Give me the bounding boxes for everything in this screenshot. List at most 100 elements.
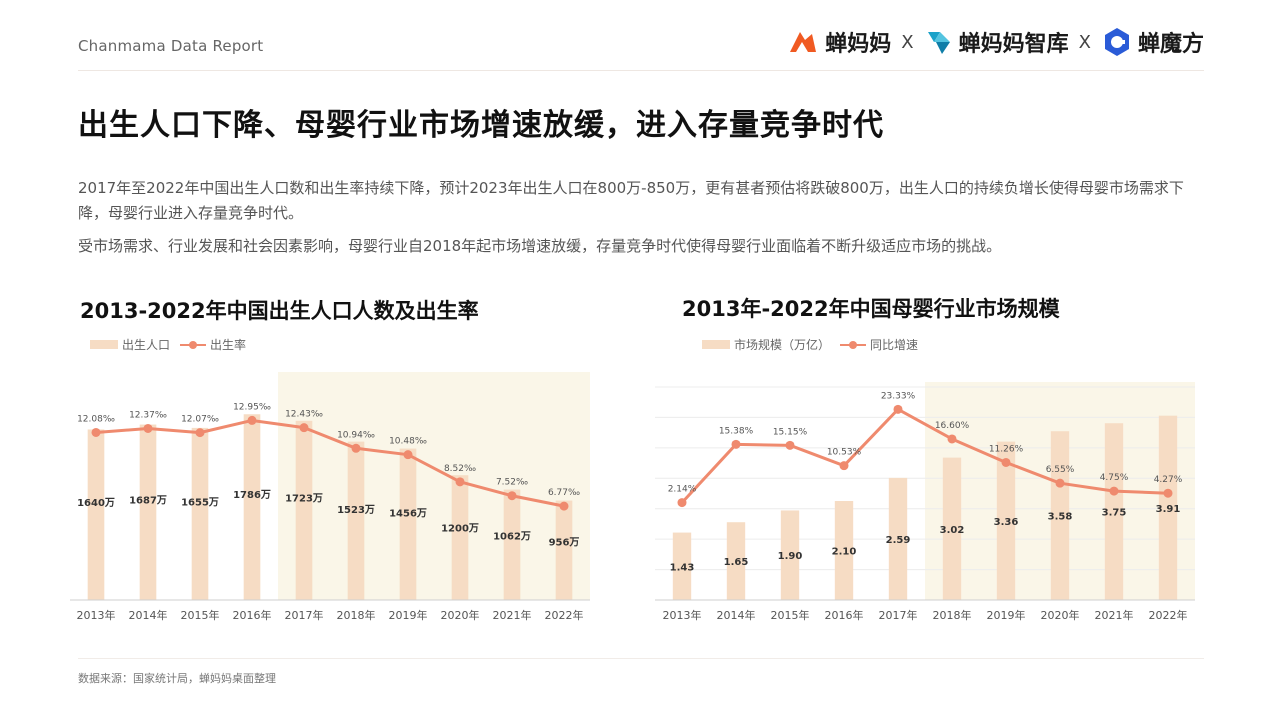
x-tick-label: 2014年: [129, 608, 168, 622]
highlight-band: [278, 372, 590, 600]
header-divider: [78, 70, 1204, 71]
line-point: [455, 477, 465, 487]
line-data-label: 10.53%: [827, 448, 862, 458]
x-tick-label: 2016年: [825, 608, 864, 622]
legend-label-market-size: 市场规模（万亿）: [734, 338, 831, 352]
x-tick-label: 2013年: [663, 608, 702, 622]
bar-data-label: 3.75: [1102, 508, 1127, 519]
line-data-label: 4.75%: [1100, 473, 1129, 483]
line-point: [1109, 486, 1119, 496]
bar: [672, 532, 692, 600]
line-data-label: 11.26%: [989, 444, 1024, 454]
line-point: [91, 427, 101, 437]
chanmama-zhiku-logo-icon: [927, 32, 950, 54]
x-tick-label: 2016年: [233, 608, 272, 622]
logo-label-3: 蝉魔方: [1137, 32, 1204, 57]
legend-bar-swatch: [702, 340, 730, 349]
bar: [1050, 431, 1070, 600]
chanmofang-logo-icon: [1104, 28, 1129, 56]
legend-label-births: 出生人口: [122, 338, 171, 352]
x-tick-label: 2018年: [337, 608, 376, 622]
line-point: [143, 423, 153, 433]
x-tick-label: 2019年: [987, 608, 1026, 622]
bar: [942, 457, 962, 600]
legend-line-swatch: [840, 340, 867, 350]
line-data-label: 12.95‰: [233, 402, 271, 412]
bar: [780, 510, 800, 600]
legend-item-market-size: 市场规模（万亿）: [702, 336, 830, 353]
legend-label-birth-rate: 出生率: [210, 338, 247, 352]
bar: [243, 414, 261, 600]
line-data-label: 12.07‰: [181, 415, 219, 425]
bar-data-label: 1687万: [129, 495, 167, 507]
line-data-label: 6.55%: [1046, 465, 1075, 475]
line-point: [785, 440, 795, 450]
bar-data-label: 1.65: [724, 557, 749, 568]
x-tick-label: 2020年: [441, 608, 480, 622]
x-tick-label: 2019年: [389, 608, 428, 622]
line-data-label: 12.08‰: [77, 414, 115, 424]
bar: [1158, 415, 1178, 600]
bar: [726, 522, 746, 600]
legend-label-growth: 同比增速: [870, 338, 919, 352]
x-tick-label: 2021年: [1095, 608, 1134, 622]
line-point: [507, 491, 517, 501]
line-point: [1001, 457, 1011, 467]
bar-data-label: 1640万: [77, 497, 115, 509]
line-data-label: 2.14%: [668, 485, 697, 495]
summary-paragraph-1: 2017年至2022年中国出生人口数和出生率持续下降，预计2023年出生人口在8…: [78, 179, 1184, 222]
legend-item-growth: 同比增速: [840, 336, 918, 353]
bar-data-label: 1.43: [670, 562, 695, 573]
bar: [996, 441, 1016, 600]
line-point: [299, 423, 309, 433]
line-point: [677, 498, 687, 508]
x-tick-label: 2017年: [879, 608, 918, 622]
x-tick-label: 2015年: [181, 608, 220, 622]
partner-logos: 蝉妈妈 X 蝉妈妈智库 X 蝉魔方: [786, 22, 1204, 62]
chart-1-legend: 出生人口 出生率: [90, 336, 256, 353]
x-tick-label: 2015年: [771, 608, 810, 622]
line-point: [893, 404, 903, 414]
line-data-label: 6.77‰: [548, 488, 580, 498]
line-point: [559, 501, 569, 511]
data-source: 数据来源：国家统计局，蝉妈妈桌面整理: [78, 672, 276, 685]
bar-data-label: 1523万: [337, 504, 375, 516]
bar-data-label: 1.90: [778, 551, 803, 562]
summary-paragraph-2: 受市场需求、行业发展和社会因素影响，母婴行业自2018年起市场增速放缓，存量竞争…: [78, 237, 1002, 255]
line-data-label: 16.60%: [935, 421, 970, 431]
bar-data-label: 3.91: [1156, 504, 1181, 515]
bar: [191, 427, 209, 600]
legend-bar-swatch: [90, 340, 118, 349]
bar: [503, 489, 521, 600]
bar-data-label: 2.10: [832, 547, 857, 558]
series-line: [95, 418, 565, 508]
bar: [834, 501, 854, 600]
line-point: [247, 415, 257, 425]
bar-data-label: 1062万: [493, 530, 531, 542]
birth-population-chart: 1640万 1687万 1655万 1786万 1723万 1523万 1456万 1200万…: [70, 372, 590, 622]
x-tick-label: 2021年: [493, 608, 532, 622]
logo-separator-1: X: [901, 31, 914, 53]
line-point: [1163, 488, 1173, 498]
logo-separator-2: X: [1078, 31, 1091, 53]
chart-2-title: 2013年-2022年中国母婴行业市场规模: [682, 297, 1060, 321]
line-point: [351, 443, 361, 453]
brand-tag: Chanmama Data Report: [78, 37, 264, 55]
line-point: [839, 461, 849, 471]
line-data-label: 8.52‰: [444, 464, 476, 474]
bar-data-label: 3.58: [1048, 512, 1073, 523]
bar: [555, 500, 573, 600]
line-point: [195, 428, 205, 438]
line-data-label: 15.38%: [719, 426, 754, 436]
line-data-label: 12.37‰: [129, 410, 167, 420]
x-tick-label: 2018年: [933, 608, 972, 622]
page-title: 出生人口下降、母婴行业市场增速放缓，进入存量竞争时代: [78, 108, 884, 143]
x-tick-label: 2022年: [545, 608, 584, 622]
chart-2-legend: 市场规模（万亿） 同比增速: [702, 336, 928, 353]
bar-data-label: 3.02: [940, 525, 965, 536]
line-data-label: 12.43‰: [285, 410, 323, 420]
x-tick-label: 2017年: [285, 608, 324, 622]
footer-divider: [78, 658, 1204, 659]
logo-label-1: 蝉妈妈: [825, 32, 892, 57]
line-data-label: 15.15%: [773, 427, 808, 437]
